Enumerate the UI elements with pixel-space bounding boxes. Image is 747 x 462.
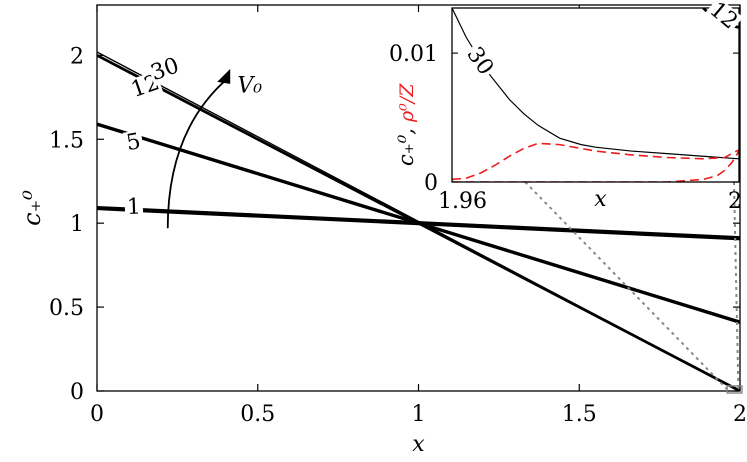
- inset-y-tick-label: 0.01: [389, 42, 438, 67]
- v0-arrow-label: V₀: [237, 73, 262, 98]
- inset-y-tick-label: 0: [424, 171, 438, 196]
- y-tick-label: 0.5: [49, 296, 84, 321]
- curve-label-5-bg: [122, 129, 145, 155]
- inset-x-tick-label: 1.96: [438, 189, 487, 214]
- y-axis-label: c₊⁰: [18, 190, 46, 226]
- x-tick-label: 0.5: [240, 402, 275, 427]
- v0-arrowhead: [217, 68, 231, 84]
- inset-series-3-12: [452, 150, 739, 182]
- x-tick-label: 2: [733, 402, 747, 427]
- inset-y-label-black: c₊⁰,: [394, 128, 418, 166]
- main-series-group: [97, 51, 740, 391]
- curve-label-1-bg: [124, 195, 144, 219]
- y-tick-label: 0: [70, 380, 84, 405]
- y-tick-label: 2: [70, 44, 84, 69]
- zoom-box: [726, 385, 743, 394]
- curve-label-5-text: 5: [124, 129, 142, 156]
- x-tick-label: 1.5: [562, 402, 597, 427]
- zoom-connector-lines: [524, 181, 743, 394]
- inset-y-axis-label: c₊⁰, ρ⁰/Z: [394, 83, 418, 166]
- y-axis-label-text: c₊⁰: [18, 190, 46, 226]
- curve-label-1: 1: [124, 195, 144, 220]
- series-line-30: [97, 51, 740, 391]
- y-tick-label: 1: [70, 212, 84, 237]
- inset-background: [452, 8, 739, 182]
- inset-series-2-30: [452, 142, 739, 181]
- inset-x-tick-label: 2: [728, 189, 742, 214]
- inset-axes-box: [451, 7, 740, 183]
- y-tick-label: 1.5: [49, 128, 84, 153]
- inset-curve-label-30-bg: [462, 41, 499, 80]
- x-axis-label: x: [412, 432, 425, 457]
- curve-label-30-bg: [147, 54, 183, 85]
- x-tick-label: 0: [90, 402, 104, 427]
- curve-label-1-text: 1: [126, 195, 141, 220]
- v0-arrow: [166, 78, 228, 229]
- inset-y-label-red: ρ⁰/Z: [396, 83, 418, 123]
- x-tick-label: 1: [412, 402, 426, 427]
- inset-curve-label-12-bg: [705, 0, 744, 34]
- curve-label-5: 5: [122, 129, 145, 156]
- inset-x-axis-label: x: [594, 187, 607, 212]
